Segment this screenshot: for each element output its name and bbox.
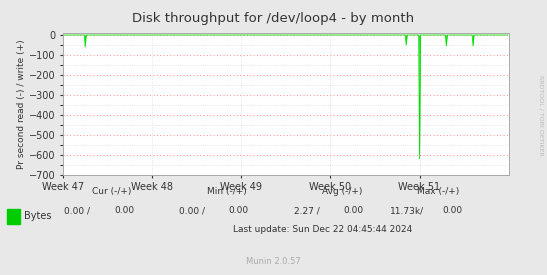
Text: Disk throughput for /dev/loop4 - by month: Disk throughput for /dev/loop4 - by mont… — [132, 12, 415, 25]
Text: Avg (-/+): Avg (-/+) — [322, 187, 362, 196]
Text: 0.00 /: 0.00 / — [64, 206, 90, 215]
Text: 0.00 /: 0.00 / — [179, 206, 205, 215]
Text: Munin 2.0.57: Munin 2.0.57 — [246, 257, 301, 266]
Text: Cur (-/+): Cur (-/+) — [92, 187, 132, 196]
Text: 11.73k/: 11.73k/ — [390, 206, 424, 215]
Text: Min (-/+): Min (-/+) — [207, 187, 247, 196]
Y-axis label: Pr second read (-) / write (+): Pr second read (-) / write (+) — [17, 39, 26, 169]
Text: 0.00: 0.00 — [114, 206, 134, 215]
Text: 0.00: 0.00 — [442, 206, 462, 215]
Text: 0.00: 0.00 — [229, 206, 249, 215]
Text: Bytes: Bytes — [24, 211, 51, 221]
Text: 0.00: 0.00 — [344, 206, 364, 215]
Text: RRDTOOL / TOBI OETIKER: RRDTOOL / TOBI OETIKER — [538, 75, 543, 156]
Text: Max (-/+): Max (-/+) — [417, 187, 459, 196]
Text: Last update: Sun Dec 22 04:45:44 2024: Last update: Sun Dec 22 04:45:44 2024 — [233, 226, 412, 234]
Text: 2.27 /: 2.27 / — [294, 206, 320, 215]
